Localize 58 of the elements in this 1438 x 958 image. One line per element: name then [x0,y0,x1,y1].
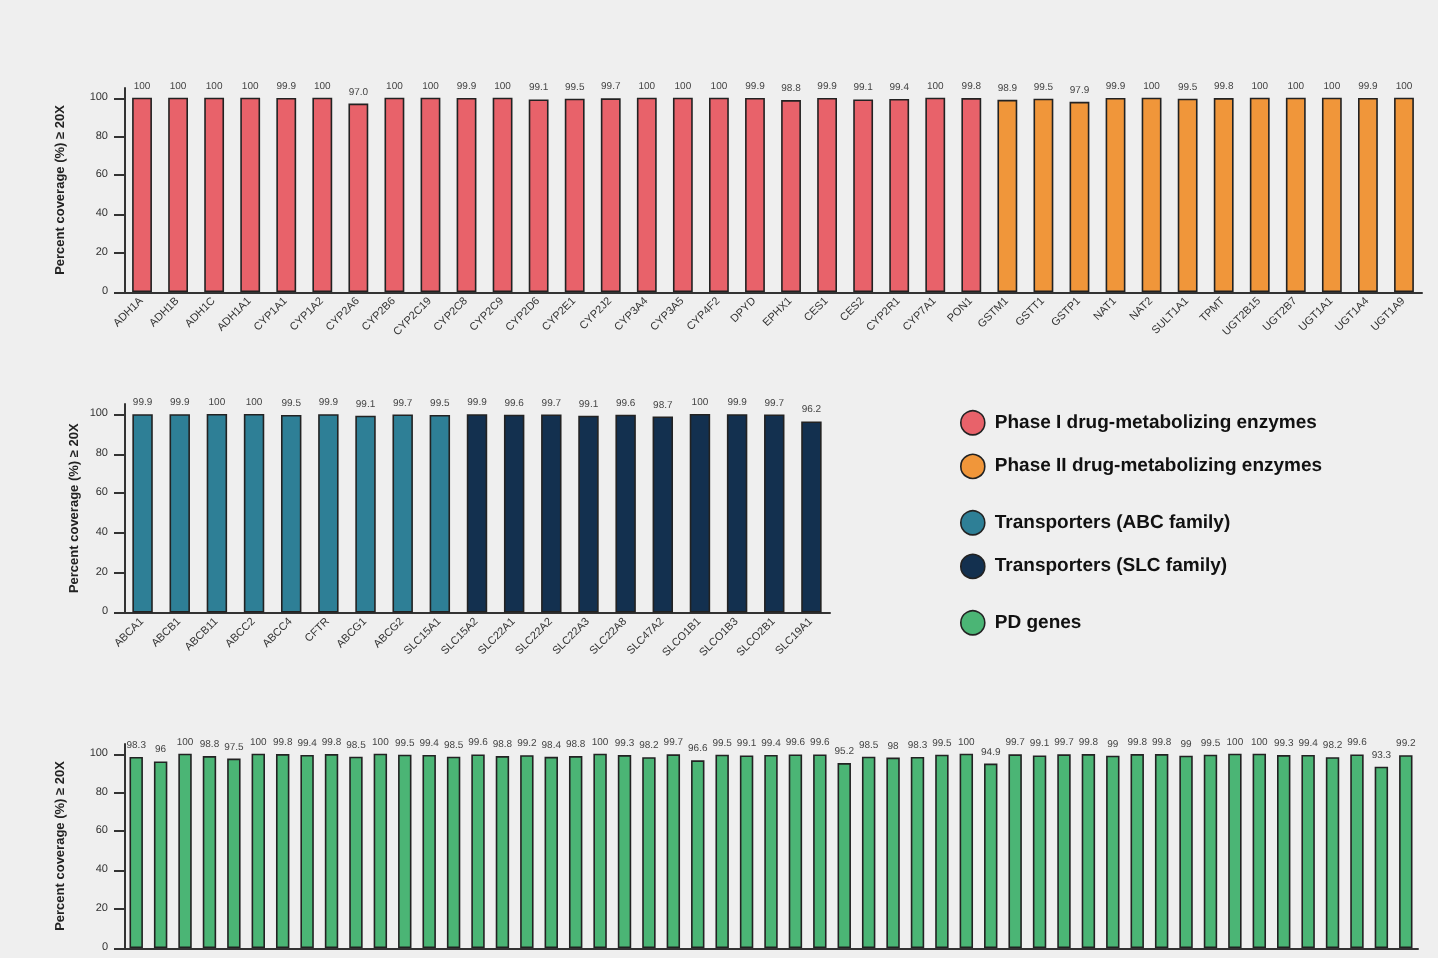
bar [1399,755,1413,948]
bar [251,753,265,948]
bar [666,754,681,948]
bar [1179,755,1193,948]
bar [1228,753,1242,948]
bar [520,755,534,948]
bar [984,763,998,948]
bar [373,753,388,948]
bar [1081,754,1096,948]
bar [910,757,925,948]
bar [935,754,949,948]
bar [1057,754,1071,948]
bar [495,756,510,948]
legend-label: PD genes [994,611,1082,634]
bar [227,758,241,948]
bar [1032,755,1047,948]
bar [617,755,632,948]
bar [715,754,729,948]
legend-label: Phase II drug-metabolizing enzymes [994,455,1323,478]
bar [861,756,876,948]
legend-label: Transporters (ABC family) [994,511,1231,534]
bar [813,754,827,948]
bar [593,753,607,948]
bar [642,757,656,948]
bar [691,760,705,948]
bar [1252,753,1267,948]
bar [153,761,168,948]
bar [129,757,143,948]
bar [1325,757,1340,948]
bar [202,756,217,948]
bar [422,754,436,948]
bar [349,756,363,948]
bar [300,754,314,948]
bar [837,763,851,948]
bar [1374,766,1389,948]
bar [886,757,900,948]
bar [275,754,290,948]
bar [1130,754,1144,948]
bar [324,754,339,948]
bar [446,756,461,948]
legend-label: Phase I drug-metabolizing enzymes [994,411,1317,434]
bar [1203,754,1218,948]
bar [471,754,485,948]
bar [1350,754,1364,948]
bar [544,756,558,948]
bar [1301,754,1315,948]
legend-label: Transporters (SLC family) [994,555,1228,578]
bar [178,753,192,948]
bar [739,755,754,948]
bar [959,753,974,948]
bar [1154,754,1169,948]
bar [764,754,778,948]
bar [568,756,583,948]
bar [398,754,412,948]
bar [1008,754,1022,948]
bar [1277,755,1291,948]
bar [788,754,803,948]
bar [1106,755,1120,948]
